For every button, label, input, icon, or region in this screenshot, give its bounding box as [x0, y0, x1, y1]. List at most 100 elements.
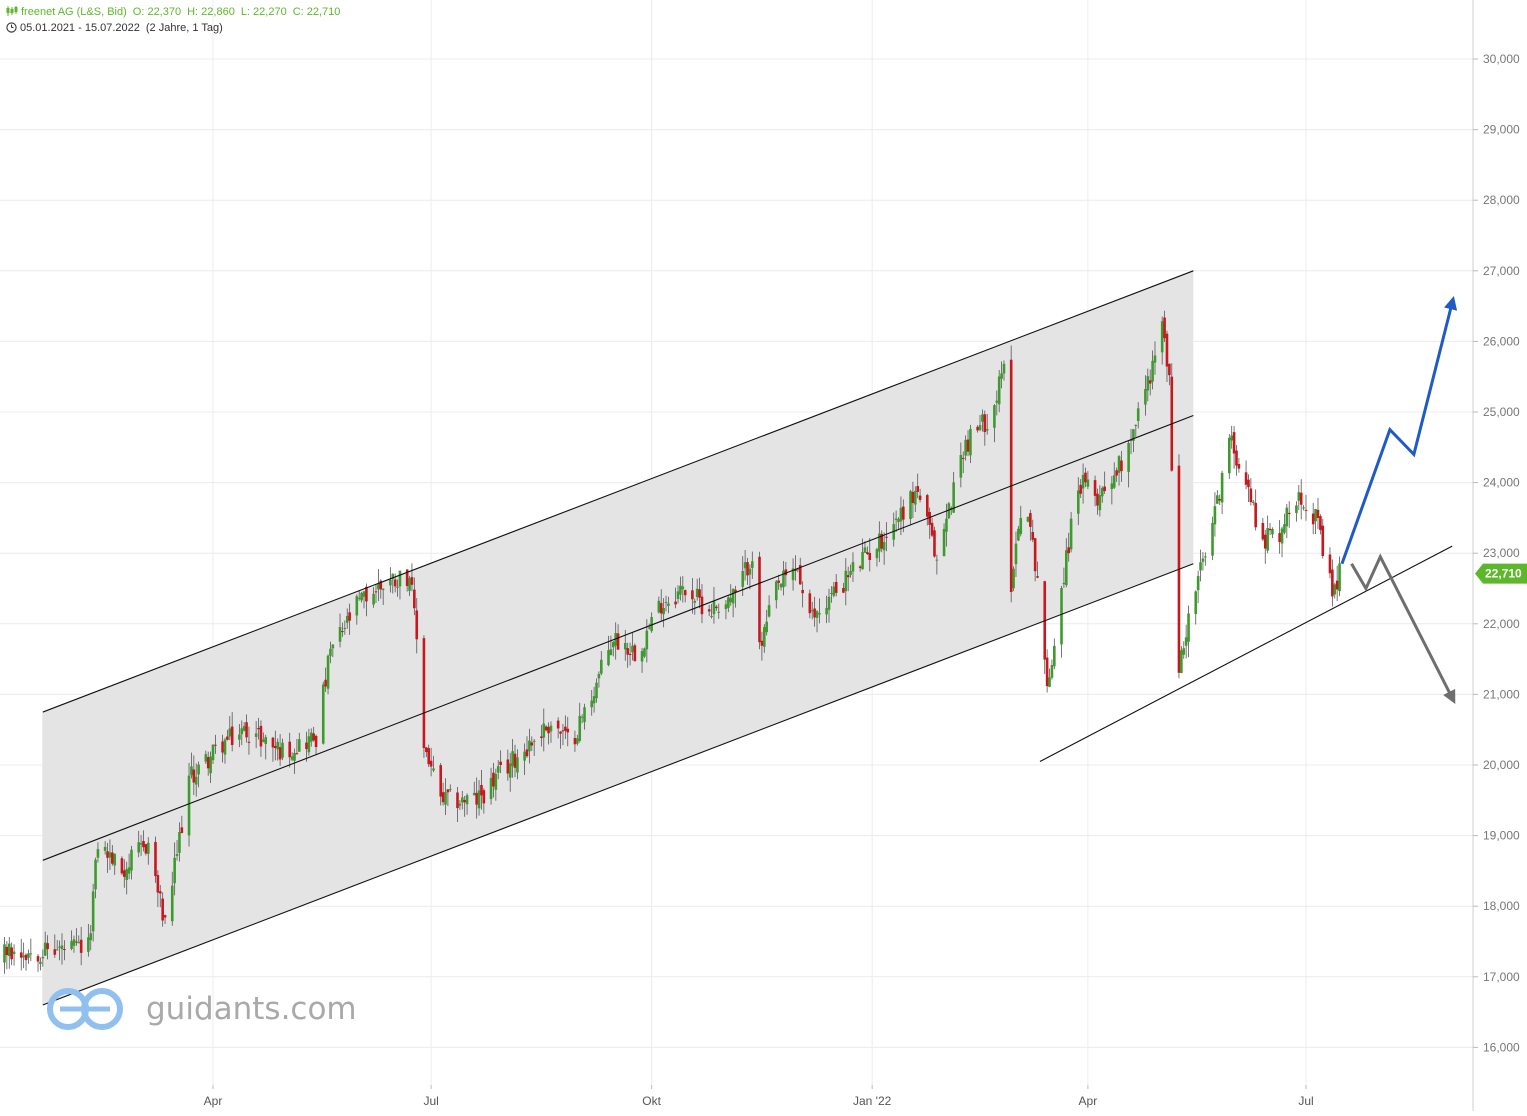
candle-body [209, 756, 212, 774]
candle-body [1216, 495, 1219, 504]
candle-body [532, 740, 536, 742]
candle-body [683, 590, 687, 596]
candle-body [516, 757, 519, 773]
candle-body [1263, 534, 1267, 549]
candle-body [1069, 518, 1073, 550]
candle-body [161, 898, 164, 921]
candle-body [439, 765, 443, 797]
candle-body [767, 605, 771, 617]
candle-body [482, 790, 486, 804]
candle-body [1266, 528, 1269, 551]
candle-body [1132, 429, 1135, 441]
candle-body [760, 640, 764, 646]
y-axis-tick-label: 17,000 [1483, 970, 1520, 984]
high-value: H: 22,860 [187, 6, 235, 18]
candle-body [983, 414, 987, 433]
candle-body [271, 737, 275, 748]
candle-body [1153, 355, 1157, 363]
candle-body [281, 742, 284, 758]
candle-body [422, 638, 426, 749]
candle-body [523, 751, 526, 761]
candle-body [851, 562, 855, 572]
candle-body [1184, 637, 1188, 646]
candle-body [592, 696, 596, 704]
candle-body [985, 429, 989, 431]
candle-body [1127, 443, 1130, 472]
candle-body [662, 607, 665, 615]
candle-body [91, 891, 95, 932]
candle-body [808, 593, 812, 614]
candle-body [791, 568, 795, 581]
candle-body [391, 573, 395, 579]
candle-body [324, 679, 327, 687]
candle-body [463, 799, 466, 803]
candle-body [1213, 506, 1217, 525]
candle-body [106, 851, 109, 858]
candle-body [751, 561, 754, 568]
candle-body [163, 915, 167, 918]
candles [3, 310, 1341, 974]
candle-body [1093, 480, 1097, 496]
candle-body [338, 627, 342, 642]
candle-body [472, 792, 476, 796]
candle-body [1062, 582, 1066, 585]
last-price-label: 22,710 [1485, 567, 1522, 581]
candle-body [39, 961, 42, 964]
candle-body [1280, 528, 1284, 544]
date-range[interactable]: 05.01.2021 - 15.07.2022 [20, 22, 140, 34]
candle-body [240, 728, 244, 735]
candle-body [549, 725, 553, 732]
candle-body [1254, 502, 1257, 528]
close-value: C: 22,710 [292, 6, 341, 18]
candle-body [746, 562, 749, 576]
candle-body [885, 536, 888, 538]
candle-body [427, 748, 431, 765]
candle-body [616, 633, 620, 650]
candle-body [173, 857, 176, 884]
candle-body [547, 726, 550, 734]
candle-body [925, 495, 929, 517]
instrument-name[interactable]: freenet AG (L&S, Bid) [21, 6, 127, 18]
candle-body [779, 583, 783, 588]
candle-body [1196, 576, 1200, 591]
candle-body [600, 659, 603, 674]
candle-body [480, 784, 483, 796]
candle-body [1165, 333, 1169, 367]
candle-body [902, 506, 905, 520]
candle-body [830, 592, 833, 594]
candle-body [825, 607, 828, 615]
candle-body [46, 943, 49, 950]
candle-body [22, 955, 25, 958]
candle-body [1163, 317, 1166, 339]
candle-body [312, 733, 315, 741]
candle-body [623, 643, 627, 650]
candle-body [257, 727, 260, 730]
candle-body [290, 756, 294, 760]
candle-body [1014, 543, 1018, 565]
candle-body [24, 954, 28, 961]
candle-body [595, 682, 598, 699]
candle-body [1084, 472, 1087, 483]
candle-body [194, 776, 198, 785]
candle-body [1180, 650, 1183, 673]
candle-body [1076, 490, 1080, 514]
candle-body [861, 552, 864, 570]
candle-body [408, 578, 411, 591]
candle-body [156, 875, 160, 893]
candle-body [930, 522, 934, 536]
candle-body [307, 736, 311, 753]
candle-body [1048, 677, 1051, 687]
candle-body [511, 751, 514, 767]
candle-body [158, 891, 162, 894]
x-axis-tick-label: Jul [423, 1094, 438, 1108]
candle-body [959, 455, 963, 478]
low-value: L: 22,270 [240, 6, 287, 18]
candle-body [429, 760, 433, 767]
candle-body [1065, 550, 1068, 586]
candle-body [274, 745, 277, 749]
candle-body [1151, 360, 1154, 382]
candle-body [170, 885, 174, 922]
candle-body [1134, 424, 1138, 426]
